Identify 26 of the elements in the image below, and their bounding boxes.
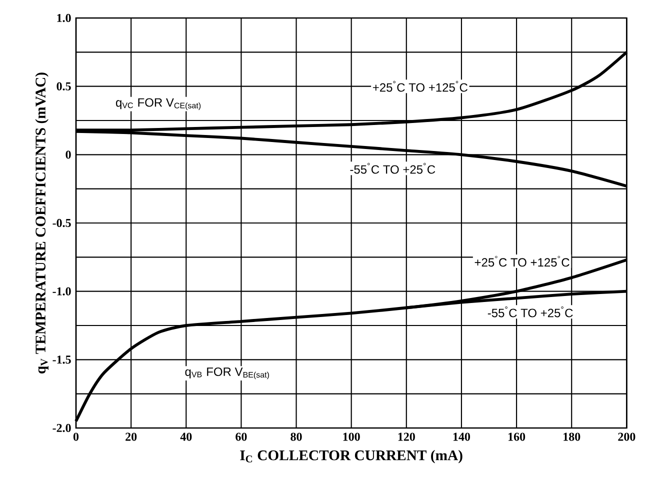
- x-tick-label: 20: [126, 432, 137, 441]
- x-axis-title: I$_{C}$ COLLECTOR CURRENT (mA): [240, 450, 462, 464]
- y-tick-label: -2.0: [52, 424, 71, 432]
- y-tick-label: 0: [66, 150, 71, 159]
- series-label: +25$^{°}$C TO +125$^{°}$C: [474, 256, 570, 267]
- x-tick-label: 200: [618, 432, 636, 441]
- annotation: q$_{VC}$ FOR V$_{CE(sat)}$: [116, 98, 201, 110]
- y-tick-label: -0.5: [52, 218, 71, 228]
- y-tick-label: 1.0: [57, 14, 71, 22]
- y-axis-title: q$_{V}$ TEMPERATURE COEFFICIENTS (mVAC): [35, 72, 48, 374]
- x-tick-label: 60: [236, 432, 247, 441]
- x-tick-label: 0: [73, 432, 79, 441]
- x-tick-label: 80: [290, 432, 302, 441]
- x-tick-label: 40: [180, 432, 192, 441]
- x-tick-label: 140: [453, 432, 470, 441]
- text: +25$^{°}$C TO +125$^{°}$C: [372, 80, 468, 92]
- annotation: q$_{VB}$ FOR V$_{BE(sat)}$: [185, 367, 269, 380]
- x-tick-label: 160: [508, 432, 526, 441]
- y-tick-label: 0.5: [56, 82, 71, 90]
- x-tick-label: 180: [564, 432, 580, 441]
- series-label: -55$^{°}$C TO +25$^{°}$C: [488, 306, 573, 318]
- series-label: -55$^{°}$C TO +25$^{°}$C: [350, 162, 436, 174]
- y-tick-label: -1.0: [52, 287, 71, 296]
- x-tick-label: 100: [343, 432, 360, 441]
- x-tick-label: 120: [398, 432, 415, 441]
- y-tick-label: -1.5: [52, 356, 71, 364]
